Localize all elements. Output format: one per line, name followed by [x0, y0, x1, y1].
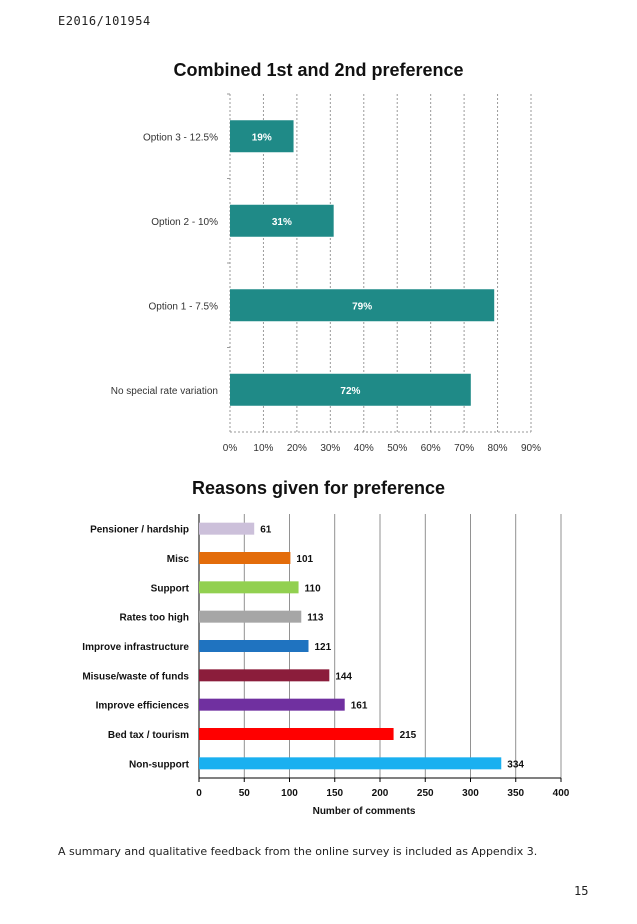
preference-bar-chart: 0% 10% 20% 30% 40% 50% 60% 70% 80% 90% 19% Option 3…	[111, 93, 541, 454]
category-label: Misc	[167, 554, 190, 565]
page-number: 15	[574, 884, 589, 898]
bar	[199, 552, 291, 564]
x-tick-label: 60%	[421, 443, 441, 454]
category-label: Option 1 - 7.5%	[149, 301, 219, 312]
x-tick-label: 400	[553, 788, 570, 799]
x-axis-title: Number of comments	[313, 806, 416, 817]
bar	[199, 610, 302, 623]
x-tick-label: 200	[372, 788, 389, 799]
category-label: Improve infrastructure	[82, 642, 189, 653]
document-reference: E2016/101954	[58, 14, 151, 28]
bar	[199, 698, 345, 711]
bar	[199, 522, 255, 535]
data-label: 334	[507, 759, 524, 770]
chart1-title: Combined 1st and 2nd preference	[173, 60, 464, 80]
data-label: 31%	[272, 217, 292, 228]
bar	[199, 757, 502, 770]
category-label: Bed tax / tourism	[108, 730, 189, 741]
x-tick-label: 300	[462, 788, 479, 799]
chart2-title: Reasons given for preference	[191, 478, 446, 498]
x-tick-label: 90%	[521, 443, 541, 454]
category-label: No special rate variation	[111, 386, 218, 397]
x-tick-label: 40%	[354, 443, 374, 454]
x-tick-label: 50%	[387, 443, 407, 454]
category-label: Support	[151, 583, 190, 594]
bar	[199, 640, 309, 652]
x-tick-label: 20%	[287, 443, 307, 454]
x-tick-label: 100	[281, 788, 298, 799]
data-label: 72%	[340, 386, 360, 397]
data-label: 113	[307, 613, 324, 624]
x-tick-label: 80%	[488, 443, 508, 454]
data-label: 215	[400, 730, 417, 741]
category-label: Pensioner / hardship	[90, 525, 189, 536]
data-label: 121	[315, 642, 332, 653]
bar	[230, 373, 471, 406]
x-tick-label: 50	[239, 788, 251, 799]
x-tick-label: 350	[507, 788, 524, 799]
footer-text: A summary and qualitative feedback from …	[58, 845, 538, 858]
bar	[199, 581, 299, 594]
data-label: 101	[296, 554, 313, 565]
data-label: 110	[305, 583, 322, 594]
x-tick-label: 0%	[223, 443, 238, 454]
data-label: 161	[351, 701, 368, 712]
category-label: Option 2 - 10%	[151, 217, 218, 228]
bar	[199, 728, 394, 740]
category-label: Non-support	[129, 759, 190, 770]
x-tick-label: 250	[417, 788, 434, 799]
category-label: Option 3 - 12.5%	[143, 132, 218, 143]
bar	[230, 204, 334, 237]
data-label: 19%	[252, 132, 272, 143]
data-label: 79%	[352, 301, 372, 312]
x-tick-label: 150	[326, 788, 343, 799]
data-label: 61	[260, 525, 272, 536]
category-label: Misuse/waste of funds	[82, 671, 189, 682]
x-tick-label: 0	[196, 788, 202, 799]
x-tick-label: 30%	[320, 443, 340, 454]
category-label: Rates too high	[120, 613, 189, 624]
bar	[199, 669, 330, 682]
data-label: 144	[335, 671, 352, 682]
bar	[230, 120, 294, 153]
bar	[230, 289, 495, 322]
reasons-bar-chart: 0 50 100 150 200 250 300 350 400 Number of commen…	[82, 514, 570, 817]
x-tick-label: 10%	[253, 443, 273, 454]
category-label: Improve efficiences	[96, 701, 190, 712]
x-tick-label: 70%	[454, 443, 474, 454]
